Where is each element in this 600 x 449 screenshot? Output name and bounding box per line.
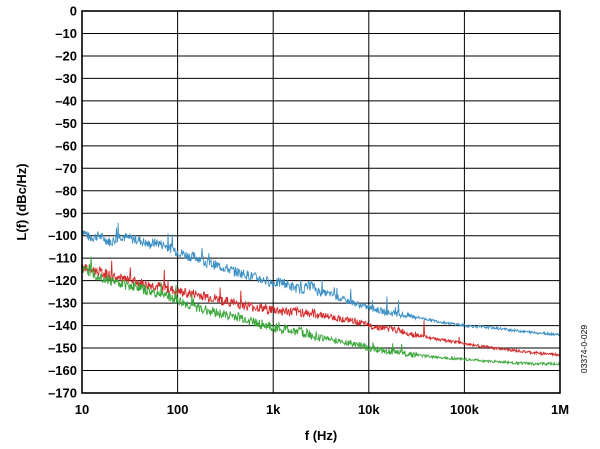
y-tick-labels: 0 –10 –20 –30 –40 –50 –60 –70 –80 –90 –100 –110 –120…: [48, 4, 77, 401]
y-tick-label: –150: [48, 341, 77, 356]
y-tick-label: –120: [48, 273, 77, 288]
y-tick-label: –140: [48, 318, 77, 333]
y-axis-label: L(f) (dBc/Hz): [14, 163, 29, 240]
y-tick-label: –100: [48, 228, 77, 243]
y-tick-label: –70: [55, 161, 77, 176]
y-tick-label: –30: [55, 71, 77, 86]
y-tick-label: –110: [49, 251, 77, 266]
series-group: [81, 222, 561, 367]
series-line-1: [81, 260, 561, 357]
y-tick-label: –50: [55, 116, 77, 131]
y-tick-label: –160: [48, 363, 77, 378]
x-tick-label: 1k: [266, 402, 281, 417]
figure-id: 03374-0-029: [579, 325, 589, 373]
x-tick-labels: 10 100 1k 10k 100k 1M: [75, 402, 569, 417]
y-tick-label: –170: [48, 386, 77, 401]
x-tick-label: 10k: [358, 402, 380, 417]
y-tick-label: –40: [55, 93, 77, 108]
series-line-2: [81, 256, 561, 367]
y-tick-label: –20: [55, 48, 77, 63]
plot-frame: [81, 10, 561, 394]
x-tick-label: 1M: [551, 402, 569, 417]
y-tick-label: –90: [55, 206, 77, 221]
y-tick-label: 0: [70, 4, 77, 19]
x-tick-label: 100: [167, 402, 189, 417]
y-tick-label: –10: [55, 26, 77, 41]
x-tick-label: 100k: [450, 402, 480, 417]
y-tick-label: –130: [48, 296, 77, 311]
y-tick-label: –80: [55, 183, 77, 198]
y-tick-label: –60: [55, 138, 77, 153]
x-axis-label: f (Hz): [305, 428, 338, 443]
series-line-0: [81, 222, 561, 337]
x-tick-label: 10: [75, 402, 89, 417]
